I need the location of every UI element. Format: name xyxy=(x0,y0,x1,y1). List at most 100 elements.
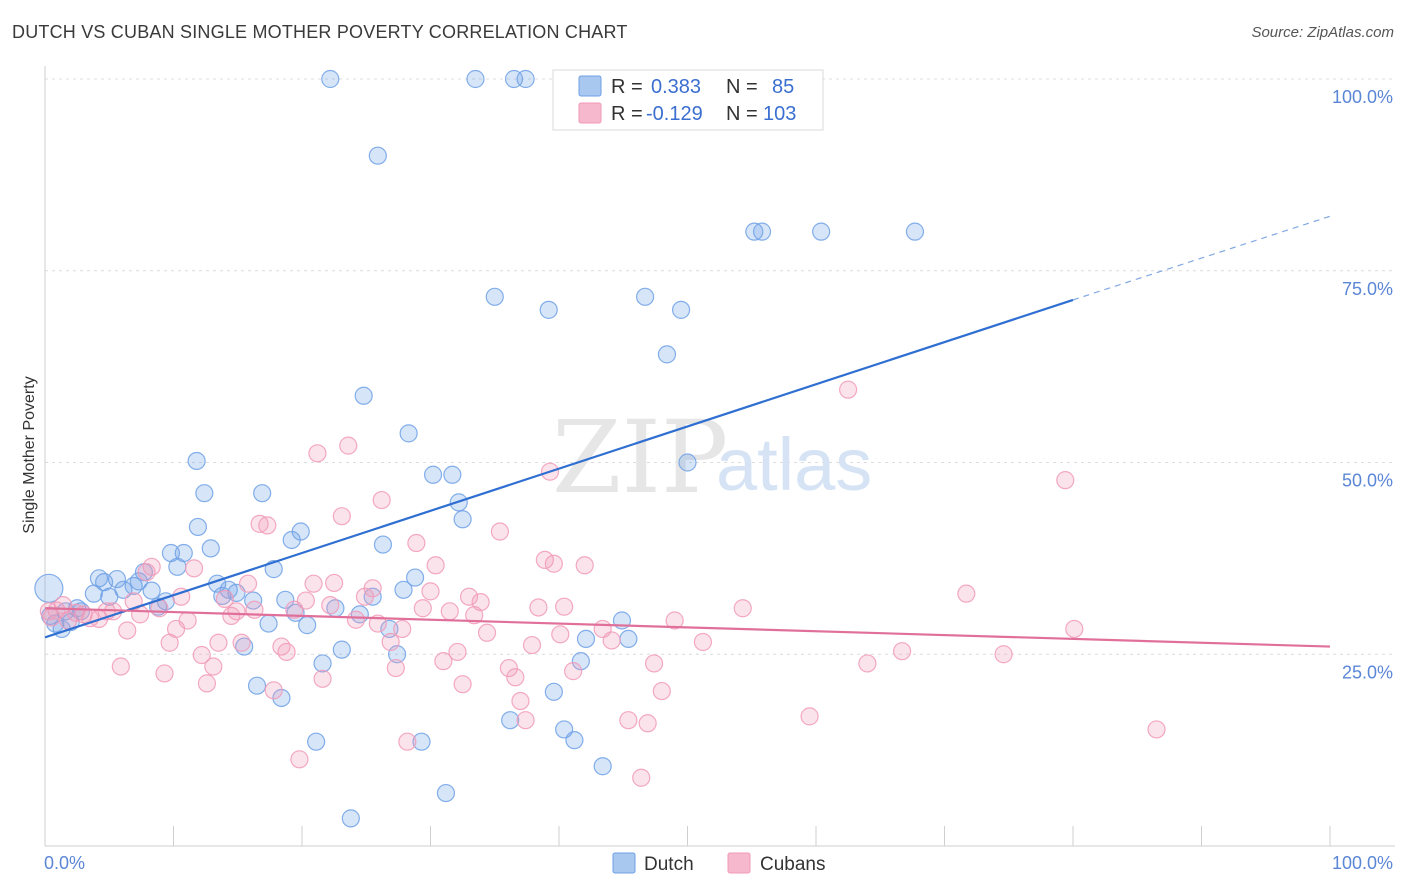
point-cubans xyxy=(363,579,382,598)
point-cubans xyxy=(644,654,664,673)
point-cubans xyxy=(564,662,583,681)
point-cubans xyxy=(506,668,525,687)
point-cubans xyxy=(426,556,445,575)
point-dutch xyxy=(272,688,291,708)
point-dutch xyxy=(466,69,485,89)
point-dutch xyxy=(201,539,220,558)
point-cubans xyxy=(215,589,234,609)
point-dutch xyxy=(298,616,317,635)
point-cubans xyxy=(499,658,518,678)
point-cubans xyxy=(204,657,223,676)
point-dutch xyxy=(436,783,456,803)
point-cubans xyxy=(407,533,426,553)
point-dutch xyxy=(501,711,520,730)
y-tick-label-1: 50.0% xyxy=(1342,471,1393,491)
point-cubans xyxy=(178,611,197,630)
point-cubans xyxy=(227,602,246,621)
point-dutch xyxy=(453,510,472,529)
series-dutch xyxy=(34,69,925,828)
point-cubans xyxy=(555,597,574,616)
point-cubans xyxy=(421,582,440,601)
point-cubans xyxy=(1056,471,1075,490)
source-label: Source: ZipAtlas.com xyxy=(1251,24,1394,41)
point-cubans xyxy=(957,584,976,603)
grid-lines xyxy=(45,78,1395,655)
y-tick-label-3: 100.0% xyxy=(1332,87,1393,107)
legend-n-value-cubans: 103 xyxy=(763,103,796,125)
point-cubans xyxy=(313,669,332,688)
point-cubans xyxy=(638,714,657,733)
y-tick-label-0: 25.0% xyxy=(1342,662,1393,682)
point-cubans xyxy=(332,507,351,526)
point-cubans xyxy=(892,642,912,661)
point-cubans xyxy=(325,573,344,593)
legend: R = 0.383 N = 85 R = -0.129 N = 103 xyxy=(552,69,824,131)
point-cubans xyxy=(575,556,594,575)
point-cubans xyxy=(665,611,684,630)
series-cubans xyxy=(39,380,1166,787)
point-cubans xyxy=(238,574,258,593)
point-dutch xyxy=(291,522,310,541)
point-cubans xyxy=(490,522,509,541)
point-cubans xyxy=(111,657,130,676)
point-dutch xyxy=(399,424,418,443)
point-dutch xyxy=(341,809,360,828)
point-cubans xyxy=(118,621,137,640)
point-dutch xyxy=(443,465,462,484)
legend-n-value-dutch: 85 xyxy=(772,76,794,98)
trend-lines xyxy=(44,215,1331,648)
point-cubans xyxy=(434,652,453,671)
point-dutch xyxy=(565,731,584,750)
point-dutch xyxy=(354,386,373,405)
point-cubans xyxy=(277,642,296,662)
point-cubans xyxy=(393,619,412,639)
point-dutch xyxy=(286,603,305,622)
point-cubans xyxy=(372,490,391,510)
point-dutch xyxy=(412,732,431,751)
point-cubans xyxy=(477,623,497,642)
legend-r-value-cubans: -0.129 xyxy=(646,103,703,125)
point-dutch xyxy=(678,453,697,472)
point-cubans xyxy=(258,516,277,535)
point-cubans xyxy=(172,587,191,606)
point-cubans xyxy=(272,637,291,656)
point-cubans xyxy=(535,550,554,570)
point-dutch xyxy=(188,517,208,537)
point-dutch xyxy=(812,222,831,241)
axes xyxy=(44,66,1395,847)
trend-line-dutch xyxy=(44,298,1074,639)
point-cubans xyxy=(413,599,432,618)
trend-extension-dutch xyxy=(1072,215,1331,301)
point-cubans xyxy=(381,632,400,652)
point-cubans xyxy=(386,658,405,678)
point-dutch xyxy=(264,560,283,579)
point-dutch xyxy=(114,580,133,599)
point-cubans xyxy=(994,645,1013,664)
point-cubans xyxy=(602,631,621,650)
point-cubans xyxy=(321,596,340,615)
point-cubans xyxy=(516,711,535,730)
point-cubans xyxy=(346,610,366,629)
point-cubans xyxy=(448,642,467,662)
bottom-legend-swatch-dutch xyxy=(612,852,636,874)
y-tick-labels: 25.0% 50.0% 75.0% 100.0% xyxy=(1332,87,1393,682)
point-cubans xyxy=(619,711,638,730)
point-dutch xyxy=(423,465,443,484)
point-cubans xyxy=(296,591,315,610)
point-dutch xyxy=(380,619,399,639)
point-cubans xyxy=(398,732,417,751)
legend-r-label-cubans: R = xyxy=(611,103,643,125)
legend-r-label-dutch: R = xyxy=(611,76,643,98)
point-cubans xyxy=(308,444,327,463)
point-cubans xyxy=(459,587,479,606)
point-cubans xyxy=(339,436,358,455)
point-dutch xyxy=(368,146,387,165)
legend-swatch-cubans xyxy=(578,102,602,124)
point-cubans xyxy=(155,664,174,683)
point-cubans xyxy=(471,592,490,612)
watermark-zip: ZIP xyxy=(552,399,728,516)
bottom-legend-cubans: Cubans xyxy=(760,854,826,875)
point-dutch xyxy=(905,222,925,241)
point-cubans xyxy=(192,645,211,665)
point-dutch xyxy=(313,654,332,673)
